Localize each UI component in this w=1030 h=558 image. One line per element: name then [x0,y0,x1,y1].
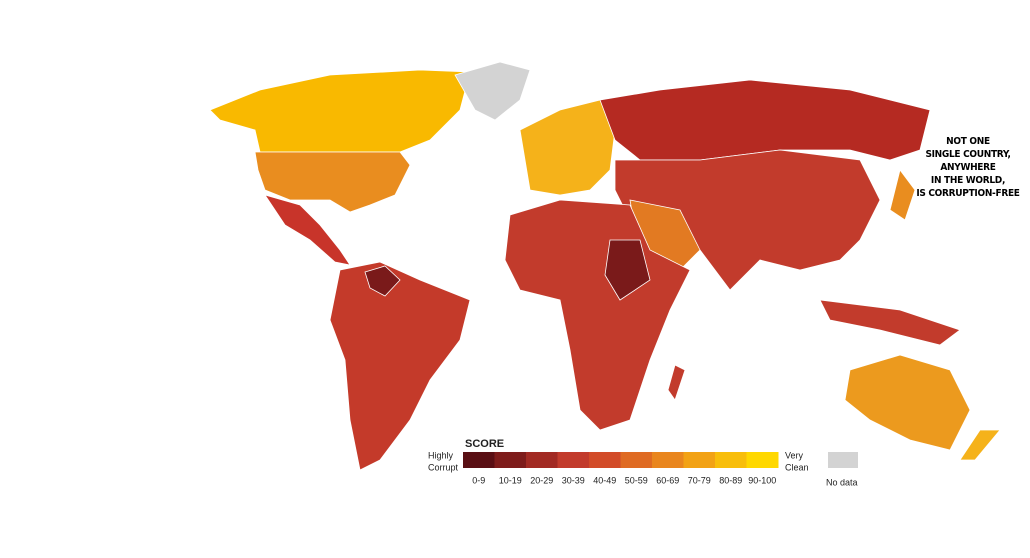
new-zealand [959,429,1001,461]
legend-range: 0-9 [472,475,485,485]
madagascar [667,364,686,401]
australia [844,354,971,451]
legend-range: 70-79 [688,475,711,485]
russia [599,79,931,161]
no-data-swatch [828,452,858,468]
japan [889,169,916,221]
legend-range: 50-59 [625,475,648,485]
europe [519,99,616,196]
legend-range: 90-100 [748,475,776,485]
map-land [209,61,1001,471]
legend-swatch [463,452,495,468]
no-data-label: No data [826,477,858,487]
sudan [604,239,651,301]
legend-swatch [652,452,684,468]
legend-range: 20-29 [530,475,553,485]
legend-range: 80-89 [719,475,742,485]
canada [209,69,471,153]
legend-range: 60-69 [656,475,679,485]
legend-swatch [715,452,747,468]
legend-low-label: Corrupt [428,462,459,472]
annotation-line: SINGLE COUNTRY, [925,149,1010,160]
legend-swatch [683,452,716,468]
greenland [454,61,531,121]
venezuela [364,265,401,297]
legend-low-label: Highly [428,450,454,460]
legend-high-label: Very [785,450,804,460]
southeast-asia [819,299,961,346]
legend-range: 40-49 [593,475,616,485]
legend-range: 10-19 [499,475,522,485]
legend-swatch [557,452,590,468]
legend-swatch [526,452,558,468]
legend-high-label: Clean [785,462,809,472]
legend-swatch [589,452,621,468]
annotation-line: ANYWHERE [940,162,995,173]
annotation-line: IN THE WORLD, [931,175,1005,186]
legend-swatch [746,452,779,468]
legend-swatch [494,452,527,468]
central-america [264,194,351,266]
south-america [329,261,471,471]
legend-swatch [620,452,653,468]
usa [254,151,411,213]
annotation-line: NOT ONE [946,136,990,147]
annotation-line: IS CORRUPTION-FREE [916,188,1019,199]
legend-title: SCORE [465,438,504,450]
legend-range: 30-39 [562,475,585,485]
